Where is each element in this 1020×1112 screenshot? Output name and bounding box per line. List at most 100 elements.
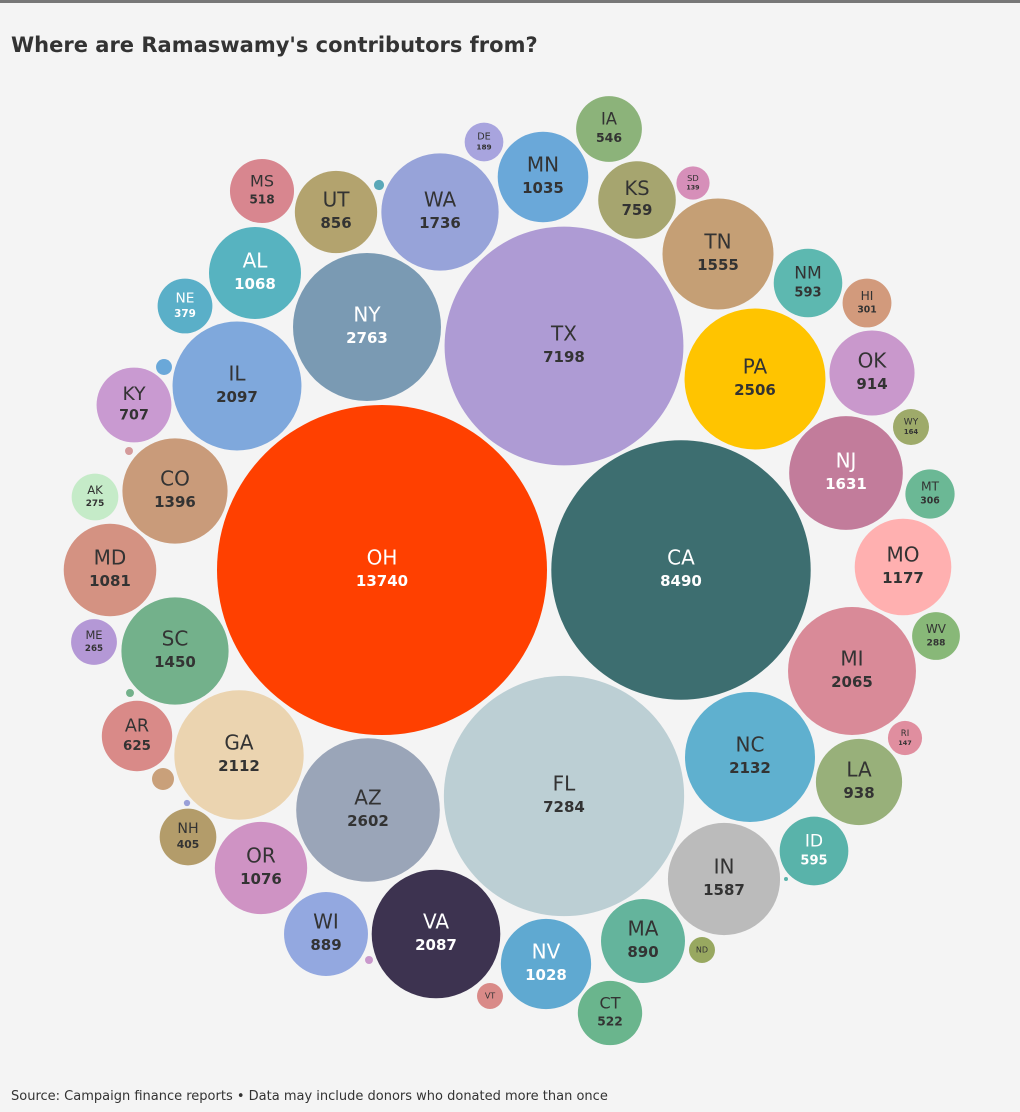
value-label: 2112	[218, 757, 260, 775]
bubble	[905, 469, 955, 519]
bubble	[444, 226, 684, 466]
bubble	[576, 96, 642, 162]
bubble	[63, 523, 157, 617]
bubble	[229, 158, 295, 224]
value-label: 1587	[703, 881, 745, 899]
bubble	[854, 518, 952, 616]
bubble	[577, 980, 643, 1046]
value-label: 265	[85, 644, 103, 654]
state-label: OR	[246, 844, 276, 868]
value-label: 1450	[154, 653, 196, 671]
state-label: MO	[887, 543, 920, 567]
value-label: 1076	[240, 870, 282, 888]
value-label: 2602	[347, 812, 389, 830]
value-label: 1396	[154, 493, 196, 511]
value-label: 856	[320, 214, 351, 232]
state-label: WY	[904, 418, 919, 428]
state-label: OK	[858, 349, 888, 373]
state-label: HI	[861, 289, 874, 303]
bubble	[125, 447, 133, 455]
bubble	[773, 248, 843, 318]
state-label: TX	[550, 322, 577, 346]
value-label: 147	[898, 739, 912, 747]
state-label: SC	[162, 627, 189, 651]
value-label: 546	[596, 130, 622, 145]
state-label: CO	[160, 467, 190, 491]
state-label: FL	[553, 772, 577, 796]
value-label: 288	[927, 638, 946, 648]
bubble	[676, 166, 710, 200]
bubble	[689, 937, 715, 963]
value-label: 1177	[882, 569, 924, 587]
state-label: UT	[323, 188, 351, 212]
bubble	[662, 198, 774, 310]
value-label: 189	[476, 143, 491, 152]
bubble	[296, 738, 440, 882]
bubble	[371, 869, 501, 999]
bubble	[208, 226, 302, 320]
bubble	[71, 619, 117, 665]
value-label: 275	[86, 499, 105, 509]
state-label: NH	[177, 821, 198, 837]
state-label: NV	[532, 940, 561, 964]
state-label: NJ	[836, 449, 857, 473]
bubble	[784, 877, 788, 881]
value-label: 522	[597, 1015, 623, 1029]
state-label: DE	[477, 132, 491, 143]
state-label: AR	[125, 716, 149, 736]
value-label: 2097	[216, 388, 258, 406]
bubble	[381, 153, 499, 271]
source-note: Source: Campaign finance reports • Data …	[11, 1089, 608, 1104]
state-label: SD	[687, 173, 699, 183]
value-label: 1631	[825, 475, 867, 493]
state-label: PA	[743, 355, 768, 379]
bubble	[365, 956, 373, 964]
state-label: MS	[250, 172, 274, 191]
bubble	[464, 122, 504, 162]
value-label: 379	[174, 308, 196, 320]
state-label: AZ	[354, 786, 381, 810]
bubble	[174, 690, 304, 820]
state-label: WV	[926, 622, 947, 636]
bubble	[912, 612, 960, 660]
state-label: IN	[714, 855, 735, 879]
bubble	[667, 822, 781, 936]
bubble	[601, 899, 685, 983]
bubble	[126, 689, 134, 697]
state-label: GA	[224, 731, 253, 755]
bubble	[71, 473, 119, 521]
state-label: IA	[601, 109, 618, 128]
bubble	[159, 808, 217, 866]
bubble	[122, 438, 228, 544]
state-label: IL	[228, 362, 246, 386]
value-label: 759	[622, 202, 653, 219]
state-label: NY	[353, 303, 381, 327]
bubble	[101, 700, 173, 772]
bubble	[788, 607, 916, 735]
bubble	[779, 816, 849, 886]
value-label: 595	[800, 853, 827, 868]
value-label: 2763	[346, 329, 388, 347]
bubble	[892, 408, 930, 446]
bubble	[183, 799, 191, 807]
state-label: MT	[921, 480, 940, 494]
state-label: VT	[485, 992, 495, 1001]
value-label: 707	[119, 408, 149, 424]
value-label: 1068	[234, 275, 276, 293]
state-label: NC	[736, 733, 765, 757]
value-label: 914	[856, 375, 887, 393]
bubble	[789, 416, 903, 530]
state-label: MD	[94, 546, 127, 570]
bubble	[217, 405, 547, 735]
bubble	[214, 821, 308, 915]
bubble	[157, 278, 213, 334]
bubble	[598, 161, 676, 239]
bubble	[815, 738, 903, 826]
state-label: MI	[840, 647, 863, 671]
value-label: 2087	[415, 936, 457, 954]
bubble	[294, 170, 378, 254]
value-label: 2506	[734, 381, 776, 399]
bubble	[829, 330, 915, 416]
value-label: 139	[686, 185, 699, 192]
